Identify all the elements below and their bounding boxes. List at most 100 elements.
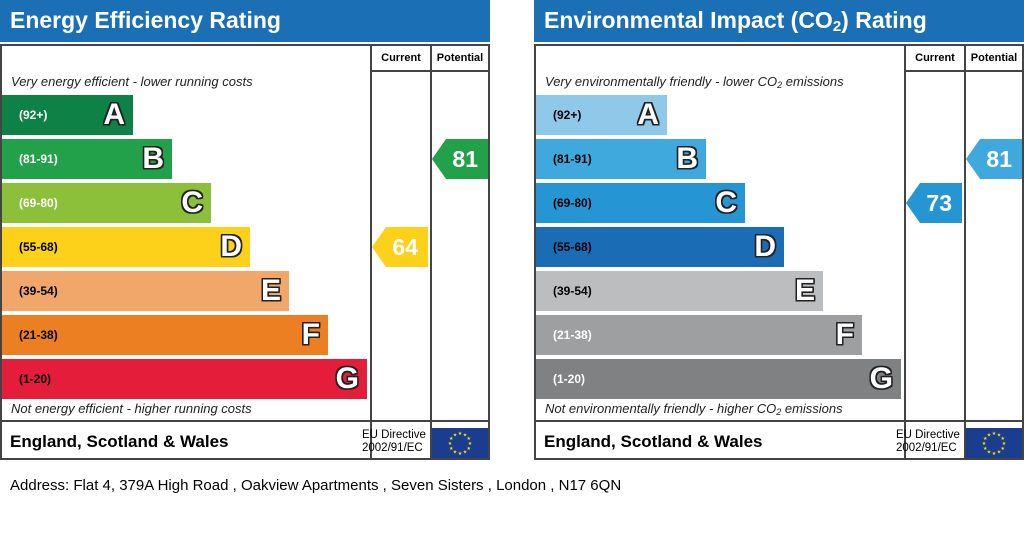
band-letter: F — [301, 318, 320, 351]
energy-title: Energy Efficiency Rating — [0, 0, 490, 42]
bottom-note-end: emissions — [781, 401, 843, 416]
svg-text:★: ★ — [1000, 446, 1005, 452]
svg-text:★: ★ — [992, 431, 997, 437]
top-note-end: emissions — [782, 74, 844, 89]
environmental-frame: Current Potential Very environmentally f… — [534, 44, 1024, 460]
svg-text:★: ★ — [997, 450, 1002, 456]
eu-directive-line2: 2002/91/EC — [362, 442, 423, 454]
column-divider — [904, 46, 906, 458]
eu-directive-line2: 2002/91/EC — [896, 442, 957, 454]
band-range: (21-38) — [19, 328, 58, 342]
band-letter: B — [676, 142, 698, 175]
svg-text:★: ★ — [448, 441, 453, 447]
svg-text:★: ★ — [468, 441, 473, 447]
eu-directive-line1: EU Directive — [362, 429, 426, 441]
bottom-note-main: Not environmentally friendly - higher CO — [545, 401, 777, 416]
svg-text:★: ★ — [982, 441, 987, 447]
top-note-main: Very environmentally friendly - lower CO — [545, 74, 778, 89]
svg-text:★: ★ — [983, 436, 988, 442]
band-letter: E — [794, 274, 815, 307]
environmental-title-sub: 2 — [832, 18, 842, 35]
region-label: England, Scotland & Wales — [544, 432, 763, 451]
eu-directive: EU Directive 2002/91/EC — [896, 429, 960, 455]
column-potential-header: Potential — [436, 52, 484, 64]
rating-band-g: (1-20) G — [2, 359, 367, 399]
region-label: England, Scotland & Wales — [10, 432, 229, 451]
band-range: (69-80) — [19, 196, 58, 210]
band-range: (1-20) — [19, 372, 52, 386]
band-range: (69-80) — [553, 196, 592, 210]
band-range: (55-68) — [553, 240, 592, 254]
bottom-note: Not energy efficient - higher running co… — [11, 401, 252, 416]
column-current-header: Current — [381, 52, 421, 64]
band-letter: E — [260, 274, 281, 307]
svg-text:★: ★ — [987, 450, 992, 456]
svg-text:★: ★ — [458, 431, 463, 437]
band-letter: C — [715, 186, 737, 219]
svg-text:★: ★ — [1002, 441, 1007, 447]
band-range: (39-54) — [19, 284, 58, 298]
band-range: (1-20) — [553, 372, 586, 386]
band-range: (81-91) — [19, 152, 58, 166]
band-letter: D — [220, 230, 242, 263]
environmental-title: Environmental Impact (CO2) Rating — [534, 0, 1024, 42]
rating-band-a: (92+) A — [536, 95, 667, 135]
rating-band-d: (55-68) D — [2, 227, 250, 267]
potential-rating-arrow: 81 — [432, 139, 488, 179]
column-divider — [370, 46, 372, 458]
svg-text:★: ★ — [466, 446, 471, 452]
svg-text:★: ★ — [463, 432, 468, 438]
svg-text:★: ★ — [983, 446, 988, 452]
band-letter: A — [103, 98, 125, 131]
eu-directive-line1: EU Directive — [896, 429, 960, 441]
svg-text:★: ★ — [987, 432, 992, 438]
property-address: Address: Flat 4, 379A High Road , Oakvie… — [10, 477, 622, 494]
current-rating-arrow: 73 — [906, 183, 962, 223]
svg-text:★: ★ — [449, 436, 454, 442]
bottom-note: Not environmentally friendly - higher CO… — [545, 401, 843, 417]
rating-band-e: (39-54) E — [536, 271, 823, 311]
svg-text:★: ★ — [466, 436, 471, 442]
rating-band-b: (81-91) B — [536, 139, 706, 179]
band-range: (92+) — [553, 108, 582, 122]
rating-band-d: (55-68) D — [536, 227, 784, 267]
top-note: Very energy efficient - lower running co… — [11, 74, 253, 89]
svg-text:★: ★ — [1000, 436, 1005, 442]
environmental-title-end: ) Rating — [841, 7, 927, 33]
column-current-header: Current — [915, 52, 955, 64]
rating-band-g: (1-20) G — [536, 359, 901, 399]
top-note: Very environmentally friendly - lower CO… — [545, 74, 844, 90]
rating-band-c: (69-80) C — [536, 183, 745, 223]
column-divider — [430, 46, 432, 458]
environmental-title-main: Environmental Impact (CO — [544, 7, 833, 33]
band-range: (81-91) — [553, 152, 592, 166]
svg-text:★: ★ — [453, 450, 458, 456]
energy-frame: Current Potential Very energy efficient … — [0, 44, 490, 460]
eu-flag-icon: ★ ★ ★ ★ ★ ★ ★ ★ ★ ★ ★ ★ — [432, 428, 488, 458]
band-letter: D — [754, 230, 776, 263]
header-divider — [370, 70, 488, 72]
rating-band-c: (69-80) C — [2, 183, 211, 223]
band-letter: C — [181, 186, 203, 219]
rating-band-f: (21-38) F — [2, 315, 328, 355]
environmental-impact-panel: Environmental Impact (CO2) Rating Curren… — [534, 0, 1024, 460]
rating-band-f: (21-38) F — [536, 315, 862, 355]
eu-flag-icon: ★ ★ ★ ★ ★ ★ ★ ★ ★ ★ ★ ★ — [966, 428, 1022, 458]
band-range: (21-38) — [553, 328, 592, 342]
rating-band-e: (39-54) E — [2, 271, 289, 311]
svg-text:★: ★ — [992, 451, 997, 457]
band-range: (55-68) — [19, 240, 58, 254]
band-range: (92+) — [19, 108, 48, 122]
svg-text:★: ★ — [463, 450, 468, 456]
band-letter: F — [835, 318, 854, 351]
svg-text:★: ★ — [453, 432, 458, 438]
svg-text:★: ★ — [997, 432, 1002, 438]
rating-band-b: (81-91) B — [2, 139, 172, 179]
top-note-sub: 2 — [777, 80, 783, 90]
band-letter: B — [142, 142, 164, 175]
band-letter: G — [335, 362, 359, 395]
band-letter: G — [869, 362, 893, 395]
energy-efficiency-panel: Energy Efficiency Rating Current Potenti… — [0, 0, 490, 460]
footer-divider — [2, 420, 488, 422]
column-potential-header: Potential — [970, 52, 1018, 64]
